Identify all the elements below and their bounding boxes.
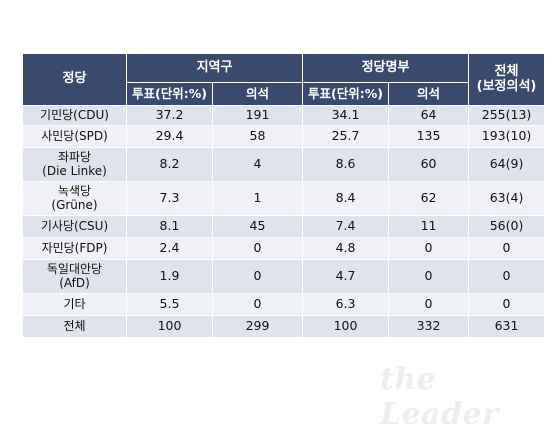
party-name: 독일대안당 [46, 261, 103, 276]
party-cell: 사민당(SPD) [22, 125, 127, 148]
party-name: 좌파당 [57, 149, 92, 164]
list-seats-cell: 64 [388, 105, 470, 126]
total-cell: 63(4) [468, 181, 546, 216]
list-vote-cell: 4.8 [302, 237, 390, 260]
party-cell: 기민당(CDU) [22, 105, 127, 126]
list-vote-cell: 25.7 [302, 125, 390, 148]
district-seats-cell: 299 [211, 315, 304, 338]
list-vote-cell: 8.4 [302, 181, 390, 216]
list-seats-cell: 0 [388, 259, 470, 294]
district-vote-cell: 1.9 [126, 259, 213, 294]
district-vote-cell: 8.1 [126, 215, 213, 238]
list-vote-cell: 8.6 [302, 147, 390, 182]
table-body: 기민당(CDU) 37.2 191 34.1 64 255(13) 사민당(SPD) 29.4… [22, 105, 546, 338]
header-total: 전체 (보정의석) [468, 53, 546, 106]
header-district-vote: 투표(단위:%) [126, 82, 213, 106]
header-list-seats: 의석 [388, 82, 470, 106]
party-cell: 기사당(CSU) [22, 215, 127, 238]
district-seats-cell: 4 [211, 147, 304, 182]
total-cell: 0 [468, 237, 546, 260]
table-row: 전체 100 299 100 332 631 [22, 315, 546, 338]
district-vote-cell: 5.5 [126, 293, 213, 316]
party-name: 자민당(FDP) [41, 240, 108, 255]
header-party-list: 정당명부 [302, 53, 470, 83]
table-row: 녹색당 (Grüne) 7.3 1 8.4 62 63(4) [22, 181, 546, 216]
district-seats-cell: 1 [211, 181, 304, 216]
table-row: 자민당(FDP) 2.4 0 4.8 0 0 [22, 237, 546, 260]
list-seats-cell: 0 [388, 293, 470, 316]
total-cell: 56(0) [468, 215, 546, 238]
district-seats-cell: 45 [211, 215, 304, 238]
table-row: 기타 5.5 0 6.3 0 0 [22, 293, 546, 316]
header-party: 정당 [22, 53, 127, 106]
party-cell: 기타 [22, 293, 127, 316]
header-district-seats: 의석 [211, 82, 304, 106]
party-cell: 전체 [22, 315, 127, 338]
list-seats-cell: 11 [388, 215, 470, 238]
party-name: 기민당(CDU) [40, 107, 109, 122]
district-vote-cell: 8.2 [126, 147, 213, 182]
district-seats-cell: 0 [211, 237, 304, 260]
total-cell: 255(13) [468, 105, 546, 126]
list-seats-cell: 332 [388, 315, 470, 338]
district-seats-cell: 191 [211, 105, 304, 126]
party-name-sub: (Grüne) [51, 197, 98, 212]
party-cell: 자민당(FDP) [22, 237, 127, 260]
district-vote-cell: 2.4 [126, 237, 213, 260]
party-name-sub: (Die Linke) [42, 163, 107, 178]
total-cell: 0 [468, 259, 546, 294]
table-row: 기사당(CSU) 8.1 45 7.4 11 56(0) [22, 215, 546, 238]
table-row: 기민당(CDU) 37.2 191 34.1 64 255(13) [22, 105, 546, 126]
party-cell: 좌파당 (Die Linke) [22, 147, 127, 182]
district-vote-cell: 7.3 [126, 181, 213, 216]
list-vote-cell: 4.7 [302, 259, 390, 294]
total-cell: 0 [468, 293, 546, 316]
list-seats-cell: 60 [388, 147, 470, 182]
list-seats-cell: 0 [388, 237, 470, 260]
total-cell: 193(10) [468, 125, 546, 148]
district-seats-cell: 58 [211, 125, 304, 148]
party-name: 기타 [63, 296, 86, 311]
list-seats-cell: 62 [388, 181, 470, 216]
header-total-title: 전체 [494, 63, 519, 79]
table-row: 독일대안당 (AfD) 1.9 0 4.7 0 0 [22, 259, 546, 294]
table-row: 좌파당 (Die Linke) 8.2 4 8.6 60 64(9) [22, 147, 546, 182]
district-seats-cell: 0 [211, 259, 304, 294]
list-vote-cell: 34.1 [302, 105, 390, 126]
watermark-logo: the Leader [380, 362, 499, 432]
party-name: 기사당(CSU) [40, 218, 109, 233]
party-name-sub: (AfD) [59, 275, 90, 290]
header-list-vote: 투표(단위:%) [302, 82, 390, 106]
list-vote-cell: 100 [302, 315, 390, 338]
party-cell: 독일대안당 (AfD) [22, 259, 127, 294]
total-cell: 64(9) [468, 147, 546, 182]
party-name: 녹색당 [57, 183, 92, 198]
party-name: 전체 [63, 318, 86, 333]
district-vote-cell: 29.4 [126, 125, 213, 148]
party-cell: 녹색당 (Grüne) [22, 181, 127, 216]
district-vote-cell: 100 [126, 315, 213, 338]
district-seats-cell: 0 [211, 293, 304, 316]
party-name: 사민당(SPD) [41, 128, 108, 143]
district-vote-cell: 37.2 [126, 105, 213, 126]
header-total-subtitle: (보정의석) [476, 78, 537, 94]
election-results-table: 정당 지역구 정당명부 전체 (보정의석) 투표(단위:%) 의석 투표(단위:… [22, 53, 546, 338]
header-district: 지역구 [125, 53, 304, 83]
table-row: 사민당(SPD) 29.4 58 25.7 135 193(10) [22, 125, 546, 148]
list-vote-cell: 7.4 [302, 215, 390, 238]
list-vote-cell: 6.3 [302, 293, 390, 316]
list-seats-cell: 135 [388, 125, 470, 148]
total-cell: 631 [468, 315, 546, 338]
